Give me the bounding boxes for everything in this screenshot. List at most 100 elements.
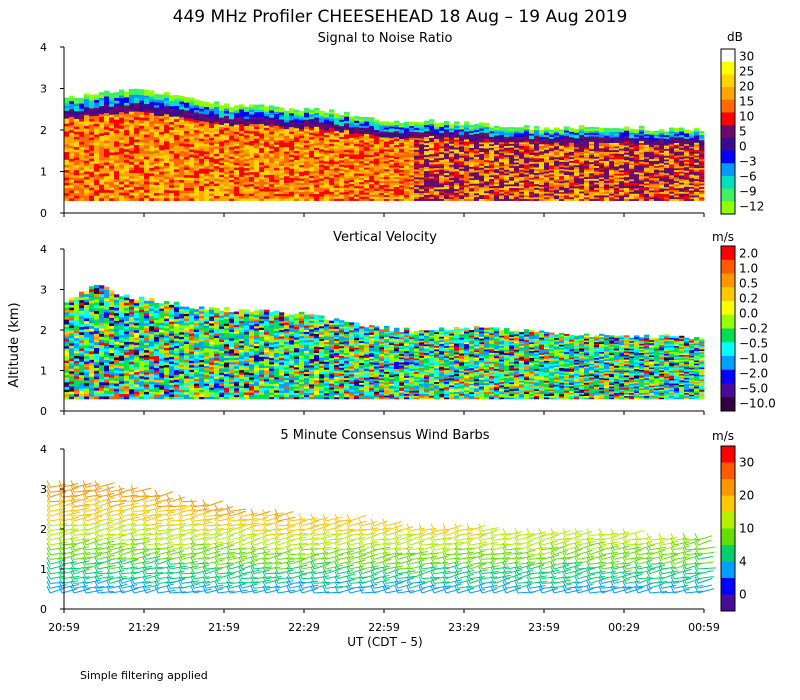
heatmap-cell: [214, 198, 220, 201]
heatmap-cell: [579, 151, 585, 154]
heatmap-cell: [654, 160, 660, 163]
heatmap-cell: [289, 182, 295, 185]
heatmap-cell: [579, 174, 585, 177]
heatmap-cell: [234, 138, 240, 142]
heatmap-cell: [184, 110, 190, 114]
heatmap-cell: [349, 131, 355, 134]
heatmap-cell: [69, 113, 75, 118]
heatmap-cell: [659, 141, 665, 144]
heatmap-cell: [199, 115, 205, 119]
heatmap-cell: [539, 150, 545, 154]
heatmap-cell: [84, 114, 90, 118]
heatmap-cell: [509, 172, 515, 176]
heatmap-cell: [379, 192, 385, 195]
heatmap-cell: [304, 142, 310, 146]
heatmap-cell: [139, 92, 145, 96]
heatmap-cell: [74, 110, 80, 114]
heatmap-cell: [584, 191, 590, 194]
heatmap-cell: [454, 155, 460, 158]
heatmap-cell: [579, 177, 585, 181]
heatmap-cell: [679, 149, 685, 152]
heatmap-cell: [184, 177, 190, 181]
heatmap-cell: [139, 133, 145, 137]
heatmap-cell: [409, 196, 415, 199]
heatmap-cell: [209, 125, 215, 129]
heatmap-cell: [109, 119, 115, 123]
heatmap-cell: [404, 169, 410, 172]
heatmap-cell: [269, 174, 275, 178]
heatmap-cell: [184, 182, 190, 186]
heatmap-cell: [544, 160, 550, 163]
heatmap-cell: [569, 147, 575, 151]
heatmap-cell: [649, 134, 655, 137]
heatmap-cell: [434, 128, 440, 132]
heatmap-cell: [604, 196, 610, 200]
heatmap-cell: [629, 179, 635, 182]
heatmap-cell: [639, 179, 645, 183]
heatmap-cell: [514, 160, 520, 163]
heatmap-cell: [594, 191, 600, 194]
heatmap-cell: [189, 154, 195, 158]
heatmap-cell: [229, 172, 235, 176]
heatmap-cell: [214, 168, 220, 172]
heatmap-cell: [414, 121, 420, 125]
heatmap-cell: [434, 157, 440, 161]
heatmap-cell: [319, 160, 325, 163]
heatmap-cell: [69, 182, 75, 186]
heatmap-cell: [249, 154, 255, 158]
heatmap-cell: [529, 129, 535, 132]
heatmap-cell: [79, 136, 85, 140]
heatmap-cell: [299, 198, 305, 201]
heatmap-cell: [289, 179, 295, 183]
heatmap-cell: [329, 198, 335, 201]
heatmap-cell: [79, 192, 85, 196]
heatmap-cell: [364, 165, 370, 168]
heatmap-cell: [679, 176, 685, 180]
heatmap-cell: [464, 182, 470, 186]
heatmap-cell: [274, 130, 280, 133]
heatmap-cell: [329, 177, 335, 181]
heatmap-cell: [319, 178, 325, 181]
heatmap-cell: [264, 155, 270, 159]
heatmap-cell: [354, 128, 360, 132]
heatmap-cell: [209, 132, 215, 136]
heatmap-cell: [374, 121, 380, 124]
heatmap-cell: [644, 139, 650, 142]
heatmap-cell: [344, 142, 350, 146]
heatmap-cell: [334, 178, 340, 182]
heatmap-cell: [479, 138, 485, 141]
heatmap-cell: [379, 198, 385, 201]
heatmap-cell: [619, 177, 625, 180]
heatmap-cell: [329, 191, 335, 195]
heatmap-cell: [189, 190, 195, 194]
heatmap-cell: [549, 147, 555, 150]
heatmap-cell: [284, 119, 290, 123]
heatmap-cell: [314, 168, 320, 171]
heatmap-cell: [364, 144, 370, 147]
heatmap-cell: [614, 160, 620, 163]
heatmap-cell: [204, 193, 210, 197]
heatmap-cell: [274, 198, 280, 201]
heatmap-cell: [339, 138, 345, 142]
heatmap-cell: [409, 145, 415, 148]
heatmap-cell: [564, 165, 570, 168]
heatmap-cell: [274, 141, 280, 145]
heatmap-cell: [459, 194, 465, 198]
heatmap-cell: [614, 173, 620, 176]
heatmap-cell: [364, 188, 370, 191]
heatmap-cell: [599, 156, 605, 160]
heatmap-cell: [464, 127, 470, 130]
heatmap-cell: [284, 160, 290, 163]
heatmap-cell: [174, 150, 180, 154]
heatmap-cell: [414, 188, 420, 192]
heatmap-cell: [404, 147, 410, 150]
heatmap-cell: [524, 194, 530, 198]
heatmap-cell: [279, 188, 285, 192]
heatmap-cell: [259, 128, 265, 132]
heatmap-cell: [324, 123, 330, 127]
heatmap-cell: [74, 128, 80, 132]
heatmap-cell: [424, 186, 430, 189]
heatmap-cell: [489, 174, 495, 178]
heatmap-cell: [319, 126, 325, 130]
heatmap-cell: [324, 174, 330, 177]
